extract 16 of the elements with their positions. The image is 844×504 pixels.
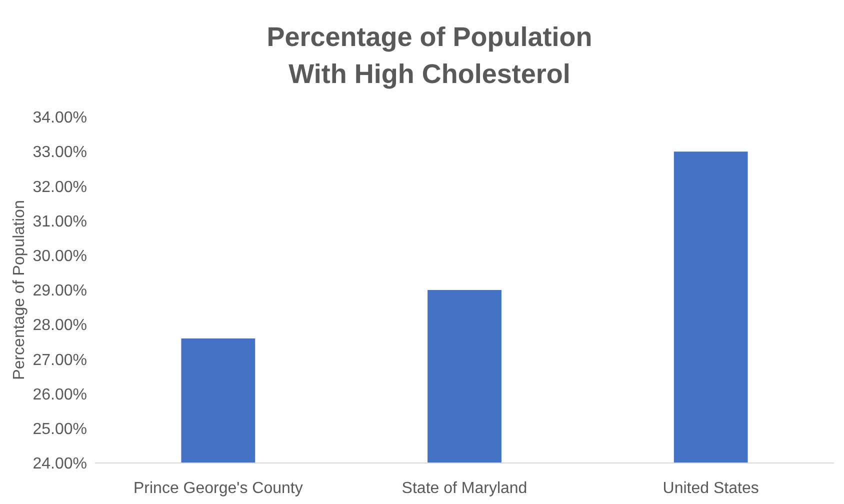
y-tick-label: 27.00% xyxy=(32,352,87,369)
y-tick-label: 31.00% xyxy=(32,213,87,230)
y-tick-label: 26.00% xyxy=(32,386,87,404)
y-tick-label: 34.00% xyxy=(32,110,87,127)
y-axis-title: Percentage of Population xyxy=(11,200,28,380)
y-tick-label: 28.00% xyxy=(32,317,87,334)
x-tick-label: United States xyxy=(662,480,759,497)
y-tick-label: 24.00% xyxy=(32,456,87,473)
y-tick-label: 30.00% xyxy=(32,248,87,265)
x-tick-label: Prince George's County xyxy=(133,480,303,497)
y-tick-label: 25.00% xyxy=(32,421,87,438)
y-tick-label: 29.00% xyxy=(32,282,87,300)
x-tick-label: State of Maryland xyxy=(402,480,528,497)
y-tick-label: 33.00% xyxy=(32,144,87,162)
y-tick-label: 32.00% xyxy=(32,178,87,196)
chart-title: Percentage of Population With High Cholesterol xyxy=(266,22,592,89)
